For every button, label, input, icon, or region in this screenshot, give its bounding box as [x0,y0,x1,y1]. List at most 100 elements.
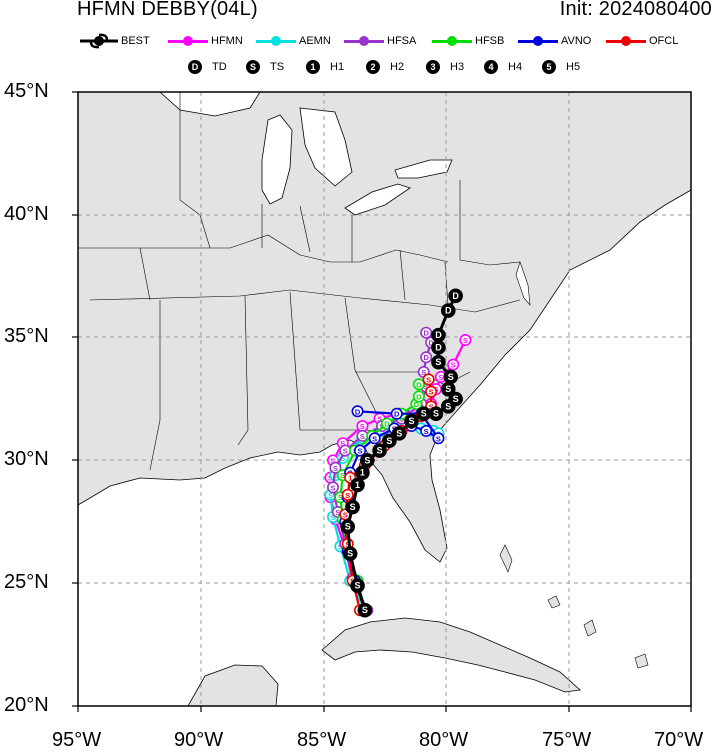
track-point [425,385,438,398]
track-point [420,351,433,364]
track-point [440,303,456,318]
hurricane-icon [80,33,118,49]
track-point-label: D [416,380,422,389]
track-point-label: S [347,549,353,559]
lake-superior [159,92,261,117]
track-point-label: S [355,581,361,591]
track-point [412,378,425,391]
model-legend: BEST HFMN AEMN HFSA HFSB AVNO OFCL [0,31,718,51]
track-point [412,390,425,403]
track-point [350,477,365,493]
track-point-label: S [448,372,454,382]
track-point-label: S [340,454,345,463]
track-point-label: S [386,436,392,446]
track-point [431,327,446,343]
track-point [327,481,340,494]
track-point [431,354,446,370]
intensity-item-ts: S TS [246,58,284,76]
track-point [340,519,356,535]
track-point-label: S [331,513,336,522]
map-title: HFMN DEBBY(04L) [77,0,258,20]
track-point [341,488,354,501]
track-point-label: 1 [355,480,360,490]
track-point-label: D [423,353,429,362]
track-point-label: S [435,357,441,367]
legend-label: AVNO [561,35,592,47]
track-point [357,602,373,618]
track-point-label: D [435,330,442,340]
track-point-label: S [426,375,431,384]
track-point-label: S [424,427,429,436]
legend-item-best: BEST [80,31,150,51]
legend-item-aemn: AEMN [256,31,331,51]
map-frame [77,91,692,707]
h1-symbol-icon: 1 [306,60,320,74]
track-point-label: S [463,336,468,345]
state-borders [78,92,521,471]
lat-tick-45n: 45°N [4,80,49,102]
legend-label: HFSB [475,35,505,47]
lat-tick-35n: 35°N [4,325,49,347]
legend-label: HFMN [211,35,243,47]
track-point [422,373,435,386]
legend-item-avno: AVNO [518,31,591,51]
track-point-label: S [396,428,402,438]
lake-michigan [261,114,293,205]
yucatan [187,664,279,706]
intensity-item-h2: 2 H2 [366,58,404,76]
track-point-label: S [338,493,343,502]
track-point-label: S [424,383,429,392]
track-point [350,578,365,593]
track-point [404,413,419,429]
lon-tick-80w: 80°W [419,729,469,751]
lat-tick-25n: 25°N [4,571,49,593]
track-point [342,546,358,562]
track-point-label: S [340,471,345,480]
h5-symbol-icon: 5 [542,60,556,74]
h3-symbol-icon: 3 [426,60,440,74]
track-point-label: S [340,439,345,448]
track-point-label: S [364,455,370,465]
legend-label: OFCL [649,35,679,47]
track-point-label: S [429,388,434,397]
track-point-label: S [360,432,365,441]
track-point-label: S [331,456,336,465]
track-point [432,432,445,445]
track-point-label: D [423,329,429,338]
track-point-label: D [445,306,452,316]
lake-ontario [394,159,453,179]
track-point [391,426,407,441]
track-point [368,432,381,445]
grid [78,92,691,706]
lat-tick-20n: 20°N [4,694,49,716]
track-point-label: D [452,291,459,301]
track-point-label: S [350,502,356,512]
track-point [443,369,459,385]
intensity-legend: D TD S TS 1 H1 2 H2 3 H3 4 H4 5 H5 [0,58,718,78]
track-point [355,465,370,480]
intensity-label: TD [212,61,227,73]
legend-label: HFSA [387,35,417,47]
track-point-label: S [333,464,338,473]
track-point-label: S [360,422,365,431]
legend-item-ofcl: OFCL [606,31,678,51]
track-point [390,407,403,420]
tick-marks [72,91,692,712]
track-point-label: S [343,510,348,519]
intensity-label: H3 [450,61,465,73]
intensity-label: H1 [330,61,345,73]
track-point [448,391,463,407]
track-point-label: S [362,605,368,615]
track-point-label: S [408,416,414,426]
track-point [345,499,360,515]
track-point-label: 1 [360,468,365,478]
track-point [382,433,397,449]
track-point-label: D [435,342,442,352]
track-point-label: D [414,400,420,409]
intensity-item-h5: 5 H5 [542,58,580,76]
track-point-label: D [355,407,361,416]
lake-huron [299,107,353,187]
track-point-label: S [328,491,333,500]
